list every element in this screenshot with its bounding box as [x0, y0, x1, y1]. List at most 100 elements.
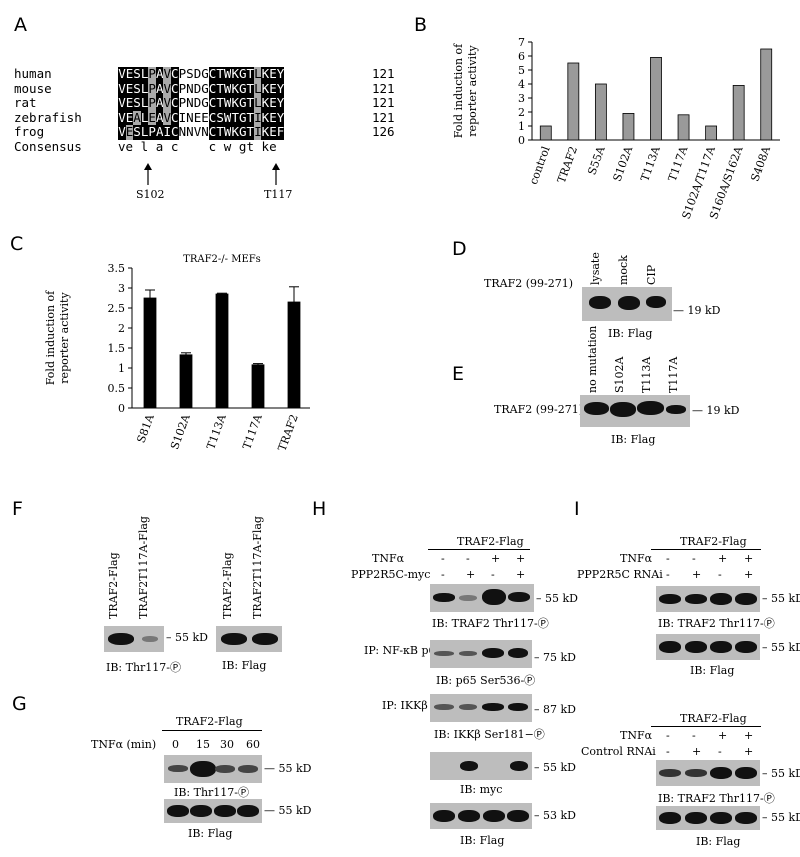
residue-number: 126 — [372, 124, 395, 139]
residue: V — [118, 124, 126, 140]
residue: A — [155, 109, 164, 125]
residue: C — [170, 66, 179, 82]
residue: V — [163, 95, 172, 111]
residue: A — [133, 109, 142, 125]
residue: G — [238, 66, 247, 82]
residue: G — [238, 109, 247, 125]
h-sign: + — [466, 568, 476, 581]
residue: L — [140, 80, 149, 96]
i-sign: - — [666, 552, 670, 565]
residue: T — [246, 124, 255, 140]
residue: K — [231, 80, 240, 96]
i-rnai-label-1: PPP2R5C RNAi — [577, 568, 663, 581]
e-ib-label: IB: Flag — [611, 433, 656, 446]
i-blot-2-ib: IB: Flag — [690, 664, 735, 677]
e-lane-label: S102A — [613, 356, 626, 393]
residue: G — [238, 124, 247, 140]
i-sign: - — [666, 729, 670, 742]
h-blot-1 — [430, 584, 534, 612]
residue: D — [193, 95, 202, 110]
residue: E — [125, 109, 134, 125]
residue: K — [261, 80, 270, 96]
bar — [287, 301, 301, 409]
arrow-label-t117: T117 — [264, 188, 293, 201]
i-sign: + — [744, 729, 754, 742]
i-blot-1-ib: IB: TRAF2 Thr117-Ⓟ — [658, 617, 775, 630]
residue-number: 121 — [372, 95, 395, 110]
y-axis-label: Fold induction ofreporter activity — [44, 290, 71, 385]
residue: E — [269, 66, 277, 82]
e-lane-label: no mutation — [586, 325, 599, 393]
panel-label-i: I — [574, 498, 580, 520]
x-tick-label: T117A — [666, 144, 691, 184]
chart-c: TRAF2-/- MEFs 0 0.5 1 1.5 2 2.5 3 3.5 S81A S102A T1… — [44, 254, 310, 453]
h-sign: + — [491, 552, 501, 565]
h-blot-3 — [430, 694, 532, 722]
i-sign: + — [744, 568, 754, 581]
bar — [705, 125, 718, 141]
h-header: TRAF2-Flag — [457, 535, 524, 548]
residue: P — [178, 66, 187, 81]
i-header-1: TRAF2-Flag — [680, 535, 747, 548]
h-sign: - — [441, 552, 445, 565]
bar — [251, 364, 265, 409]
residue: L — [140, 124, 149, 140]
f-lane-label: TRAF2-Flag — [107, 552, 120, 619]
residue: N — [186, 124, 194, 139]
residue: D — [193, 66, 202, 81]
residue-number: 121 — [372, 109, 395, 125]
f-ib-label-2: IB: Flag — [222, 659, 267, 672]
residue: W — [223, 95, 232, 111]
residue: E — [148, 109, 157, 125]
h-header-line — [428, 549, 530, 550]
residue: L — [253, 80, 262, 96]
g-header-line — [162, 730, 262, 731]
residue: N — [178, 124, 187, 139]
residue: V — [118, 95, 126, 111]
h-ip-2: IP: IKKβ — [382, 699, 428, 712]
y-tick-label: 1 — [118, 362, 125, 375]
i-header-1-line — [651, 549, 761, 550]
residue-number: 121 — [372, 66, 395, 81]
i-sign: - — [718, 568, 722, 581]
residue: C — [170, 95, 179, 111]
residue: E — [125, 95, 134, 111]
residue: T — [246, 80, 255, 96]
residue: E — [193, 109, 202, 125]
residue: E — [125, 80, 134, 96]
h-tnf-label: TNFα — [372, 552, 405, 565]
e-size-marker: — 19 kD — [692, 404, 740, 417]
species-label: rat — [14, 95, 37, 110]
i-blot-3-ib: IB: TRAF2 Thr117-Ⓟ — [658, 792, 775, 805]
bar — [179, 354, 193, 409]
i-sign: - — [692, 729, 696, 742]
residue: F — [276, 124, 285, 140]
y-tick-label: 3 — [118, 282, 125, 295]
y-tick-label: 0.5 — [108, 382, 126, 395]
x-tick-label: T113A — [204, 412, 229, 452]
x-tick-label: S81A — [135, 412, 158, 445]
y-tick-label: 5 — [518, 64, 525, 77]
bar — [622, 113, 635, 141]
bar — [143, 297, 157, 409]
y-tick-label: 2 — [518, 106, 525, 119]
residue: E — [125, 124, 134, 140]
i-sign: - — [718, 745, 722, 758]
residue: T — [231, 109, 240, 125]
arrow-label-s102: S102 — [136, 188, 165, 201]
residue: E — [125, 66, 134, 82]
residue: N — [186, 80, 194, 96]
residue: C — [208, 80, 217, 96]
residue: I — [178, 109, 187, 125]
panel-label-h: H — [312, 498, 327, 520]
species-label: mouse — [14, 80, 52, 96]
x-tick-label: S102A — [168, 412, 193, 452]
residue: E — [269, 109, 277, 125]
residue: E — [269, 80, 277, 96]
residue: N — [186, 109, 194, 125]
residue: L — [140, 95, 149, 111]
residue: P — [178, 95, 187, 110]
h-sign: - — [466, 552, 470, 565]
residue: S — [216, 109, 225, 125]
residue: T — [216, 80, 225, 96]
